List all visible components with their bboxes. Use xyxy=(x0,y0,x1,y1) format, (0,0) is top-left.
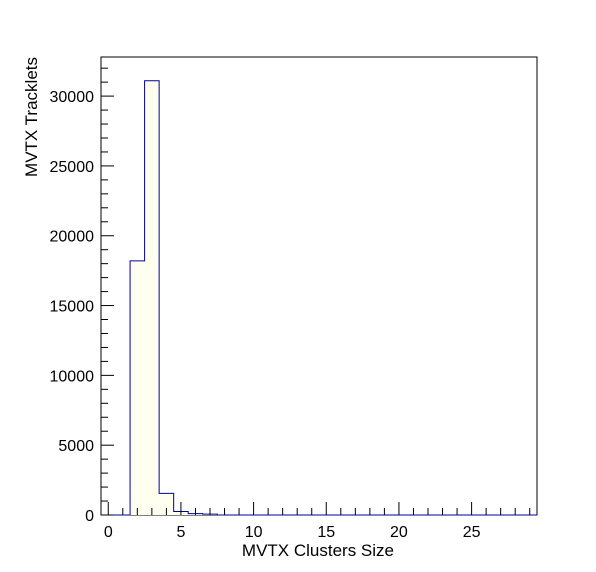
x-axis-title: MVTX Clusters Size xyxy=(242,541,394,560)
y-tick-label: 0 xyxy=(85,508,94,525)
histogram-bar xyxy=(144,80,160,516)
histogram-bar xyxy=(159,493,174,515)
x-tick-label: 15 xyxy=(317,524,335,541)
y-tick-label: 20000 xyxy=(50,229,95,246)
y-tick-label: 10000 xyxy=(50,368,95,385)
y-tick-label: 5000 xyxy=(58,438,94,455)
y-tick-label: 15000 xyxy=(50,299,95,316)
histogram-bar xyxy=(130,260,145,515)
x-axis: 0 5 10 15 20 25 xyxy=(104,502,531,541)
y-axis: 0 5000 10000 15000 20000 25000 30000 xyxy=(50,67,114,525)
y-axis-title: MVTX Tracklets xyxy=(22,57,41,177)
y-tick-label: 30000 xyxy=(50,89,95,106)
y-tick-label: 25000 xyxy=(50,159,95,176)
x-tick-label: 10 xyxy=(245,524,263,541)
x-tick-label: 25 xyxy=(463,524,481,541)
histogram-outline xyxy=(101,80,537,516)
histogram-bars xyxy=(101,80,537,516)
plot-frame xyxy=(100,56,538,516)
x-tick-label: 0 xyxy=(104,524,113,541)
x-tick-label: 20 xyxy=(390,524,408,541)
x-tick-label: 5 xyxy=(176,524,185,541)
